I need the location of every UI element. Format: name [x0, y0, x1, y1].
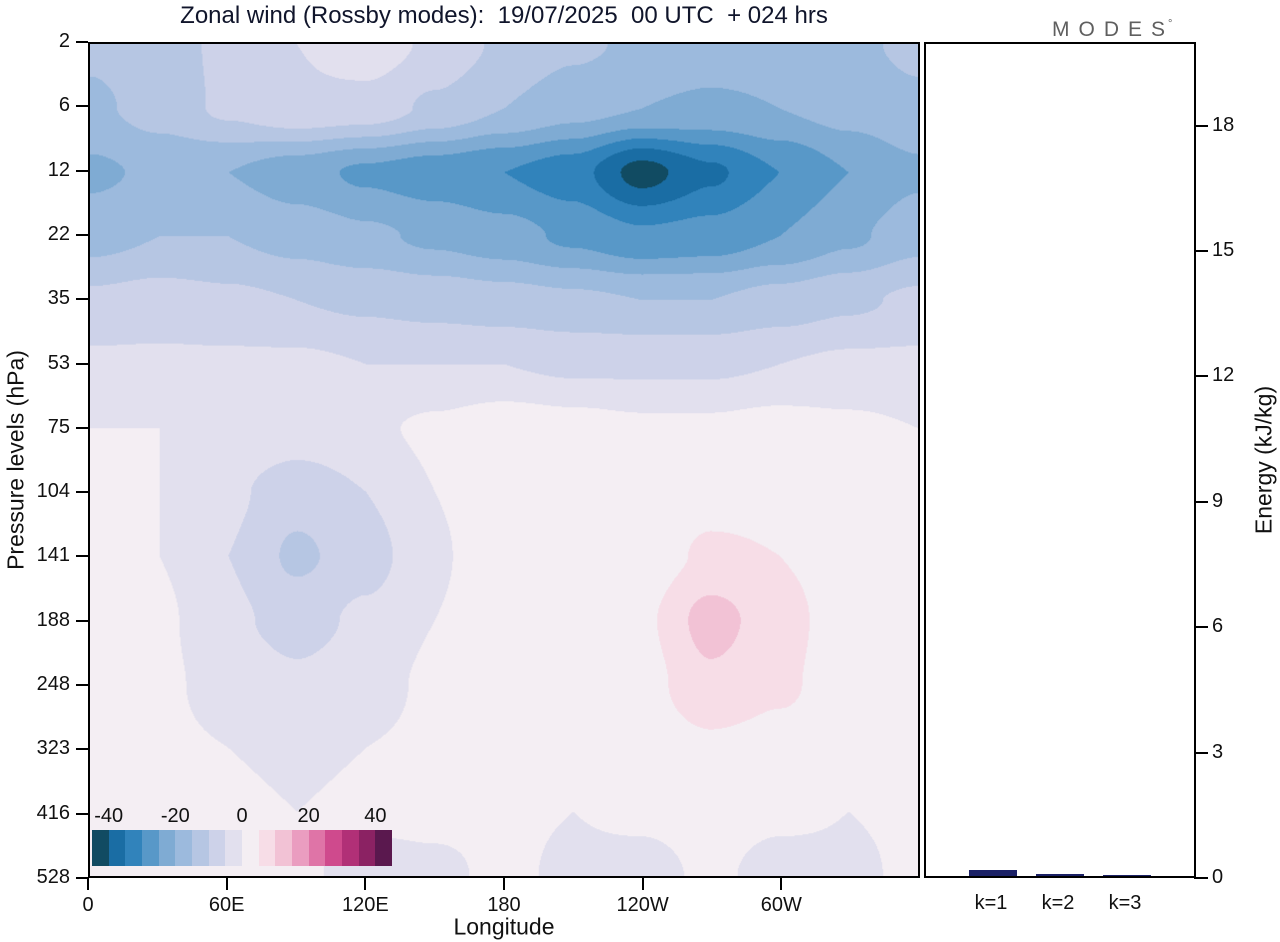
longitude-tick-label: 120E [341, 894, 389, 916]
colorbar-swatch [292, 830, 309, 866]
pressure-tick [76, 491, 88, 494]
colorbar-swatch [192, 830, 209, 866]
longitude-axis-label: Longitude [453, 913, 555, 940]
colorbar-swatch [258, 830, 276, 866]
pressure-tick [76, 555, 88, 558]
longitude-tick-label: 0 [82, 894, 94, 916]
energy-tick [1194, 877, 1208, 879]
colorbar-swatch [325, 830, 343, 866]
energy-tick-label: 15 [1212, 239, 1235, 261]
longitude-tick-label: 120W [616, 894, 669, 916]
colorbar-swatch [208, 830, 226, 866]
pressure-tick [76, 748, 88, 751]
colorbar-swatch [308, 830, 326, 866]
pressure-tick [76, 105, 88, 108]
colorbar-tick-label: -20 [160, 805, 190, 827]
pressure-axis-label: Pressure levels (hPa) [2, 350, 29, 570]
energy-tick [1194, 124, 1208, 127]
pressure-tick-label: 416 [36, 801, 70, 824]
colorbar-tick-label: -40 [94, 805, 124, 827]
contour-plot: -40 -20 0 20 40 [88, 42, 920, 878]
pressure-tick-label: 2 [58, 30, 70, 52]
energy-tick-label: 18 [1212, 113, 1235, 136]
pressure-tick-label: 6 [58, 94, 70, 117]
pressure-tick-label: 188 [36, 608, 70, 631]
longitude-tick [364, 878, 367, 890]
wavenumber-label: k=1 [974, 892, 1008, 914]
colorbar-swatch [375, 830, 393, 866]
pressure-tick [76, 298, 88, 301]
pressure-tick-label: 35 [47, 287, 70, 310]
longitude-tick-label: 60E [208, 894, 245, 916]
pressure-tick-label: 22 [47, 222, 70, 245]
colorbar-labels: -40 -20 0 20 40 [92, 805, 392, 830]
pressure-tick [76, 877, 88, 879]
pressure-tick-label: 141 [36, 544, 70, 567]
wavenumber-label: k=3 [1108, 892, 1142, 914]
energy-bar [1103, 875, 1151, 876]
energy-panel [924, 42, 1196, 878]
energy-tick [1194, 626, 1208, 629]
longitude-tick [87, 878, 89, 890]
energy-axis-label: Energy (kJ/kg) [1250, 385, 1277, 535]
colorbar-swatch [142, 830, 159, 866]
colorbar-tick-label: 0 [236, 805, 248, 827]
longitude-tick-label: 180 [487, 894, 521, 916]
pressure-tick-label: 323 [36, 737, 70, 760]
modes-logo: MODES° [1052, 18, 1212, 42]
colorbar: -40 -20 0 20 40 [92, 805, 393, 866]
colorbar-swatch [175, 830, 193, 866]
pressure-tick-label: 12 [47, 158, 70, 181]
longitude-tick [503, 878, 505, 890]
pressure-tick [76, 684, 88, 687]
longitude-tick [641, 878, 644, 890]
pressure-tick [76, 619, 88, 622]
pressure-tick-label: 53 [47, 351, 70, 374]
colorbar-swatches [92, 830, 393, 866]
energy-tick-label: 12 [1212, 364, 1235, 387]
pressure-tick-label: 104 [36, 480, 70, 503]
longitude-tick-label: 60W [760, 894, 802, 916]
colorbar-swatch [108, 830, 126, 866]
pressure-tick [76, 41, 88, 43]
colorbar-swatch [358, 830, 376, 866]
energy-tick-label: 6 [1212, 615, 1224, 638]
pressure-tick-label: 248 [36, 673, 70, 696]
pressure-tick-label: 528 [36, 866, 70, 888]
pressure-tick [76, 169, 88, 172]
modes-logo-degree-icon: ° [1168, 18, 1173, 30]
pressure-tick [76, 812, 88, 815]
longitude-tick [225, 878, 228, 890]
colorbar-swatch [242, 830, 259, 866]
energy-tick-label: 3 [1212, 740, 1224, 763]
contour-field-canvas [90, 44, 918, 876]
energy-bar [969, 869, 1017, 876]
energy-tick-label: 0 [1212, 866, 1224, 888]
energy-bar [1036, 873, 1084, 876]
colorbar-tick-label: 40 [364, 805, 387, 827]
energy-tick-label: 9 [1212, 489, 1224, 512]
energy-tick [1194, 500, 1208, 503]
colorbar-swatch [92, 830, 109, 866]
longitude-tick [780, 878, 783, 890]
colorbar-swatch [275, 830, 293, 866]
pressure-tick-label: 75 [47, 415, 70, 438]
energy-tick [1194, 751, 1208, 754]
chart-title: Zonal wind (Rossby modes): 19/07/2025 00… [180, 2, 828, 29]
colorbar-tick-label: 20 [297, 805, 320, 827]
colorbar-swatch [225, 830, 243, 866]
colorbar-swatch [158, 830, 176, 866]
energy-tick [1194, 375, 1208, 378]
pressure-tick [76, 362, 88, 365]
colorbar-swatch [125, 830, 143, 866]
energy-tick [1194, 250, 1208, 252]
modes-logo-text: MODES [1052, 18, 1175, 41]
wavenumber-label: k=2 [1041, 892, 1075, 914]
pressure-tick [76, 233, 88, 236]
colorbar-swatch [342, 830, 359, 866]
pressure-tick [76, 426, 88, 429]
